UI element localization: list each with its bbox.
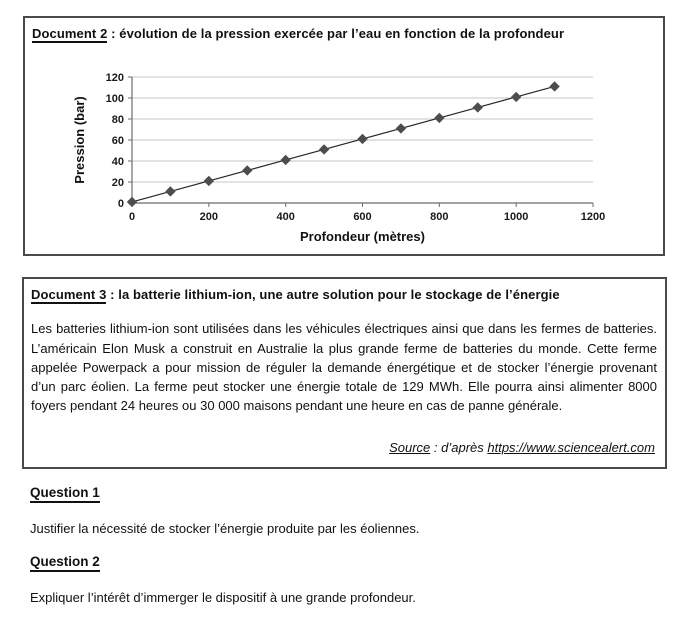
document2-title: Document 2 : évolution de la pression ex… <box>25 18 663 44</box>
source-label: Source <box>389 440 431 455</box>
document2-box: Document 2 : évolution de la pression ex… <box>23 16 665 256</box>
question-1-heading: Question 1 <box>30 485 100 503</box>
document2-title-rest: : évolution de la pression exercée par l… <box>107 26 565 41</box>
svg-text:Profondeur (mètres): Profondeur (mètres) <box>300 229 425 244</box>
svg-text:20: 20 <box>112 177 124 189</box>
document2-label: Document 2 <box>32 26 108 44</box>
chart-container: 0 20 40 60 80 100 120 0 200 400 600 800 1000 1200 Prof… <box>60 58 655 258</box>
svg-text:100: 100 <box>106 93 124 105</box>
svg-text:200: 200 <box>200 211 218 223</box>
question-2-heading: Question 2 <box>30 554 100 572</box>
svg-text:0: 0 <box>129 211 135 223</box>
svg-text:400: 400 <box>276 211 294 223</box>
question-1-text: Justifier la nécessité de stocker l’éner… <box>30 521 420 536</box>
svg-text:Pression (bar): Pression (bar) <box>72 96 87 183</box>
svg-text:600: 600 <box>353 211 371 223</box>
svg-text:60: 60 <box>112 135 124 147</box>
svg-text:0: 0 <box>118 198 124 210</box>
source-url-link[interactable]: https://www.sciencealert.com <box>487 440 655 455</box>
document3-body: Les batteries lithium-ion sont utilisées… <box>31 321 657 414</box>
question-2-label: Question 2 <box>30 554 100 572</box>
document3-box: Document 3 : la batterie lithium-ion, un… <box>22 277 667 469</box>
svg-text:1000: 1000 <box>504 211 528 223</box>
document3-title: Document 3 : la batterie lithium-ion, un… <box>24 279 665 305</box>
svg-text:1200: 1200 <box>581 211 605 223</box>
document3-label: Document 3 <box>31 287 107 305</box>
source-middle: : d’après <box>430 440 488 455</box>
question-1-label: Question 1 <box>30 485 100 503</box>
svg-text:120: 120 <box>106 72 124 84</box>
svg-text:800: 800 <box>430 211 448 223</box>
svg-text:40: 40 <box>112 156 124 168</box>
question-2-text: Expliquer l’intérêt d’immerger le dispos… <box>30 590 416 605</box>
svg-text:80: 80 <box>112 114 124 126</box>
document3-title-rest: : la batterie lithium-ion, une autre sol… <box>106 287 560 302</box>
source-line: Source : d’après https://www.sciencealer… <box>389 440 655 455</box>
